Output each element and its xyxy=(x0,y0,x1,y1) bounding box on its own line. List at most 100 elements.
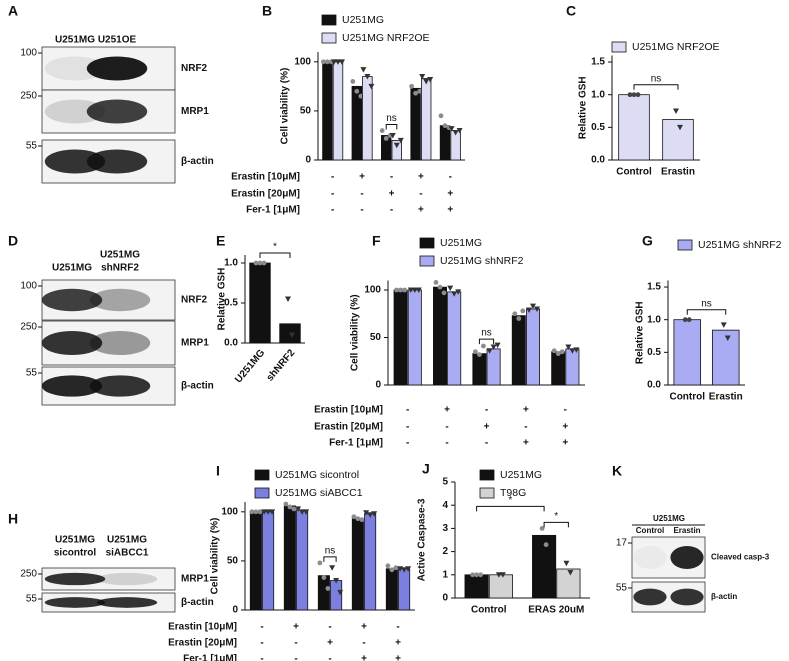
bar xyxy=(532,534,557,599)
data-point xyxy=(350,79,356,84)
y-tick-label: 50 xyxy=(370,332,382,343)
data-point xyxy=(631,92,637,98)
blot-band xyxy=(44,597,106,608)
data-point xyxy=(363,510,370,516)
legend-swatch xyxy=(321,32,337,44)
data-point xyxy=(451,291,458,297)
data-point xyxy=(433,280,439,285)
data-point xyxy=(677,124,683,131)
bar xyxy=(351,518,364,611)
y-tick-label: 1.5 xyxy=(647,282,661,293)
bar xyxy=(673,319,702,386)
x-tick-label: Erastin xyxy=(709,392,743,403)
lane-label: U251MG xyxy=(52,263,92,274)
condition-label: Fer-1 [1μM] xyxy=(183,654,237,661)
blot-band xyxy=(44,56,106,81)
blot-marker: 100 xyxy=(20,281,37,292)
data-point xyxy=(333,578,340,584)
data-point xyxy=(389,132,396,139)
panel-label: E xyxy=(216,233,225,249)
condition-sign: + xyxy=(562,422,568,433)
y-tick-label: 3 xyxy=(442,523,448,534)
condition-label: Erastin [20μM] xyxy=(168,638,237,649)
data-point xyxy=(495,572,502,578)
condition-sign: - xyxy=(396,622,399,633)
blot-band xyxy=(86,99,148,124)
y-tick-label: 0.0 xyxy=(591,155,605,166)
condition-sign: + xyxy=(562,438,568,449)
blot-marker: 250 xyxy=(20,91,37,102)
data-point xyxy=(325,59,330,65)
blot-band xyxy=(89,288,151,312)
condition-sign: + xyxy=(447,189,453,200)
blot-band xyxy=(89,375,151,397)
blot-marker: 250 xyxy=(20,569,37,580)
bar xyxy=(332,61,344,161)
series-bracket xyxy=(686,309,727,315)
data-point xyxy=(415,287,422,293)
condition-label: Erastin [10μM] xyxy=(168,622,237,633)
data-point xyxy=(321,59,326,65)
bar xyxy=(296,509,309,611)
data-point xyxy=(394,287,400,293)
panel-label: F xyxy=(372,233,381,249)
legend-swatch xyxy=(321,14,337,26)
data-point xyxy=(437,284,443,290)
data-point xyxy=(351,514,357,520)
data-point xyxy=(354,88,360,94)
data-point xyxy=(321,575,327,580)
condition-sign: - xyxy=(485,438,488,449)
blot-band xyxy=(670,588,704,606)
condition-sign: - xyxy=(390,172,393,183)
lane-label: U251OE xyxy=(98,35,137,46)
condition-sign: - xyxy=(524,422,527,433)
data-point xyxy=(295,506,302,512)
data-point xyxy=(473,349,478,355)
data-point xyxy=(389,567,395,573)
bar xyxy=(262,511,275,611)
lane-label: sicontrol xyxy=(54,548,96,559)
condition-sign: - xyxy=(445,422,448,433)
series-bracket-label: * xyxy=(273,242,277,253)
condition-sign: + xyxy=(361,654,367,661)
data-point xyxy=(269,509,276,515)
blot-row-label: MRP1 xyxy=(181,574,209,585)
data-point xyxy=(249,509,255,515)
data-point xyxy=(456,128,463,134)
blot-marker: 55 xyxy=(26,368,38,379)
legend-label: T98G xyxy=(500,487,526,499)
legend-label: U251MG xyxy=(500,469,542,481)
y-tick-label: 2 xyxy=(442,546,448,557)
data-point xyxy=(423,78,430,85)
data-point xyxy=(355,516,361,522)
condition-label: Erastin [20μM] xyxy=(314,422,383,433)
data-point xyxy=(419,74,426,80)
bar xyxy=(551,351,566,386)
bar xyxy=(249,511,262,611)
blot-row-label: β-actin xyxy=(181,156,214,167)
condition-sign: + xyxy=(395,638,401,649)
bar xyxy=(433,286,447,386)
panel-label: B xyxy=(262,3,272,19)
y-tick-label: 50 xyxy=(300,106,312,117)
bar xyxy=(351,85,362,161)
lane-label: Control xyxy=(636,526,664,535)
condition-sign: + xyxy=(447,205,453,216)
data-point xyxy=(417,88,423,94)
y-tick-label: 0.0 xyxy=(224,338,238,349)
y-tick-label: 5 xyxy=(442,477,448,488)
bar xyxy=(711,329,740,386)
data-point xyxy=(401,567,408,573)
bar xyxy=(393,289,408,386)
data-point xyxy=(543,542,549,548)
y-tick-label: 0.5 xyxy=(224,298,238,309)
data-point xyxy=(291,506,297,512)
bar xyxy=(330,580,343,611)
y-tick-label: 100 xyxy=(364,285,381,296)
data-point xyxy=(724,335,731,341)
data-point xyxy=(287,504,293,510)
x-tick-label: Control xyxy=(669,392,705,403)
data-point xyxy=(499,572,506,578)
condition-sign: + xyxy=(359,172,365,183)
